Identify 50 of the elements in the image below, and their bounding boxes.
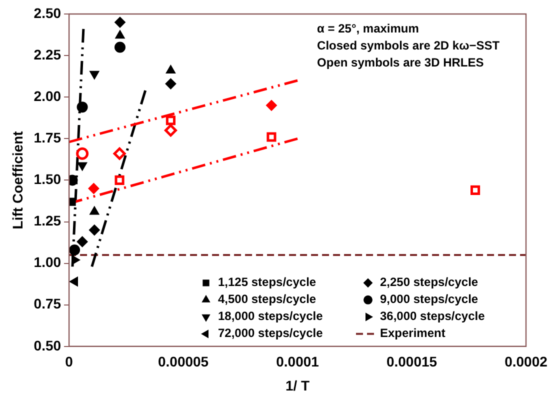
point: [76, 102, 88, 113]
x-tick-label: 0.0001: [276, 354, 320, 370]
point: [266, 100, 277, 111]
x-tick-label: 0.00005: [158, 354, 209, 370]
point: [470, 185, 480, 195]
point: [88, 183, 100, 194]
annotation: Open symbols are 3D HRLES: [317, 55, 484, 70]
x-tick-label: 0.00015: [386, 354, 438, 370]
x-tick-label: 0.0002: [504, 354, 548, 370]
legend-label: 18,000 steps/cycle: [218, 309, 324, 324]
y-tick-label: 1.50: [34, 171, 62, 188]
y-tick-label: 1.75: [34, 130, 62, 146]
annotation: Closed symbols are 2D kω−SST: [317, 38, 500, 52]
point: [114, 175, 124, 185]
legend-label: 1,125 steps/cycle: [218, 275, 316, 290]
legend-label: 2,250 steps/cycle: [380, 275, 478, 290]
y-tick-label: 1.00: [34, 254, 62, 270]
point: [164, 124, 177, 137]
point: [165, 78, 176, 90]
y-axis-title: Lift Coefficient: [9, 130, 26, 230]
point: [72, 255, 80, 265]
x-tick-label: 0: [65, 354, 74, 370]
legend-label: 9,000 steps/cycle: [380, 292, 478, 306]
point: [115, 30, 125, 39]
point: [90, 70, 100, 80]
point: [76, 147, 89, 160]
annotation: α = 25°, maximum: [317, 21, 419, 36]
x-axis-title: 1/ T: [285, 377, 310, 394]
legend-label: 4,500 steps/cycle: [218, 292, 316, 306]
y-tick-label: 2.25: [34, 46, 62, 62]
y-tick-label: 1.25: [34, 212, 62, 229]
point: [166, 65, 176, 74]
y-tick-label: 2.00: [34, 88, 62, 104]
point: [76, 236, 88, 248]
legend-label: 36,000 steps/cycle: [380, 309, 486, 324]
point: [69, 198, 76, 206]
point: [114, 16, 126, 28]
point: [69, 244, 80, 256]
point: [114, 42, 126, 53]
y-tick-label: 0.75: [34, 296, 62, 312]
point: [88, 224, 100, 236]
point: [90, 206, 100, 215]
point: [77, 162, 88, 171]
point: [266, 132, 276, 142]
point: [166, 116, 176, 126]
y-tick-label: 2.50: [34, 4, 62, 21]
point: [113, 147, 126, 160]
y-tick-label: 0.50: [34, 337, 62, 354]
legend-label: Experiment: [380, 326, 446, 340]
legend-label: 72,000 steps/cycle: [218, 326, 324, 340]
